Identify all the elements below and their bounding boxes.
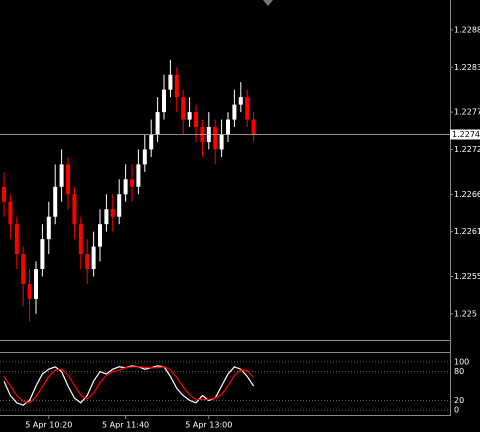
- x-tick-label: 5 Apr 11:40: [102, 421, 149, 430]
- y-tick-label: 1.2272: [454, 145, 480, 154]
- x-tick-label: 5 Apr 13:00: [185, 421, 232, 430]
- candle-body: [14, 224, 19, 255]
- candle-body: [213, 127, 218, 150]
- candle-body: [72, 194, 77, 225]
- candle-body: [117, 194, 122, 217]
- candle-body: [130, 179, 134, 187]
- candle-body: [123, 179, 128, 195]
- indicator-tick-label: 80: [454, 367, 464, 376]
- indicator-line: [3, 366, 255, 404]
- y-tick-label: 1.2283: [454, 63, 480, 72]
- candle-body: [155, 112, 160, 135]
- last-price-box: [450, 129, 480, 140]
- candle-body: [187, 112, 192, 120]
- candle-body: [78, 224, 83, 255]
- indicator-tick-label: 100: [454, 358, 469, 367]
- candle-body: [181, 97, 186, 120]
- candle-body: [91, 246, 96, 270]
- candle-body: [27, 283, 32, 299]
- shift-marker: [263, 0, 273, 6]
- indicator-tick-label: 20: [454, 396, 464, 405]
- y-tick-label: 1.225: [454, 309, 477, 318]
- candle-body: [168, 74, 173, 90]
- candle-body: [34, 269, 38, 299]
- candle-body: [59, 164, 64, 187]
- last-price-label: 1.2274: [452, 130, 480, 139]
- candle-body: [238, 97, 243, 105]
- candle-body: [46, 216, 51, 240]
- candle-body: [104, 209, 109, 225]
- candle-body: [251, 119, 256, 135]
- candle-body: [136, 164, 141, 187]
- y-tick-label: 1.2261: [454, 227, 480, 236]
- candle-body: [40, 239, 45, 270]
- y-tick-label: 1.2266: [454, 190, 480, 199]
- y-tick-label: 1.2288: [454, 25, 480, 34]
- candle-body: [245, 97, 250, 120]
- candle-body: [8, 201, 13, 225]
- y-tick-label: 1.2255: [454, 272, 480, 281]
- candle-body: [142, 149, 147, 165]
- candle-body: [85, 254, 90, 270]
- candle-body: [162, 89, 166, 113]
- candle-body: [66, 164, 70, 195]
- indicator-tick-label: 0: [454, 406, 459, 415]
- candle-body: [232, 104, 237, 120]
- candle-body: [226, 119, 230, 135]
- candle-body: [2, 186, 6, 202]
- candle-body: [21, 254, 26, 284]
- candle-body: [174, 74, 179, 98]
- y-tick-label: 1.2277: [454, 108, 480, 117]
- candle-body: [149, 134, 154, 150]
- candle-body: [219, 134, 224, 150]
- candle-body: [98, 224, 102, 247]
- candle-body: [53, 186, 58, 217]
- candle-body: [194, 112, 198, 128]
- candle-body: [110, 209, 115, 217]
- x-tick-label: 5 Apr 10:20: [25, 421, 72, 430]
